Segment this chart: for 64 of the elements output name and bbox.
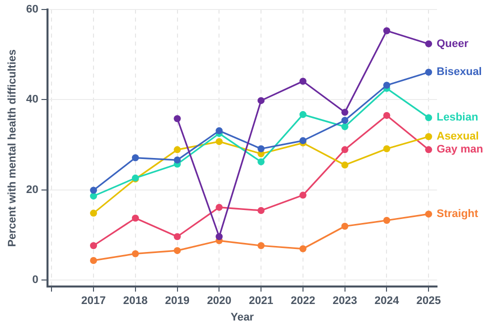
x-tick-label: 2022	[290, 295, 316, 308]
point	[174, 233, 181, 240]
point	[425, 40, 432, 48]
point	[258, 206, 265, 214]
point	[383, 112, 390, 119]
point	[258, 145, 265, 152]
x-tick-label: 2019	[165, 295, 190, 308]
point	[299, 192, 306, 199]
series-label: Straight	[436, 208, 479, 220]
point	[425, 68, 432, 76]
y-tick-label: 0	[32, 274, 38, 286]
point	[174, 115, 181, 122]
point	[132, 154, 139, 162]
point	[90, 210, 98, 217]
x-tick-label: 2025	[416, 295, 441, 308]
series-label: Gay man	[436, 144, 484, 156]
point	[90, 256, 98, 264]
y-tick-label: 40	[26, 94, 38, 106]
point	[425, 210, 432, 218]
point	[258, 158, 265, 166]
x-tick-label: 2024	[374, 295, 400, 308]
point	[258, 242, 265, 250]
point	[216, 138, 223, 146]
point	[216, 204, 223, 211]
point	[341, 146, 348, 154]
point	[425, 146, 432, 154]
point	[383, 27, 390, 34]
point	[299, 245, 306, 252]
point	[341, 108, 348, 116]
point	[132, 214, 139, 222]
point	[383, 82, 390, 89]
point	[341, 161, 348, 168]
point	[341, 116, 348, 124]
point	[174, 156, 181, 164]
series-label: Lesbian	[436, 112, 478, 124]
x-tick-label: 2020	[206, 295, 232, 308]
point	[258, 97, 265, 104]
point	[174, 247, 181, 254]
point	[90, 186, 98, 194]
point	[216, 127, 223, 134]
y-tick-label: 20	[26, 184, 38, 196]
y-tick-label: 60	[26, 4, 38, 16]
point	[174, 146, 181, 154]
series-label: Bisexual	[436, 66, 482, 78]
x-tick-label: 2017	[81, 295, 106, 308]
x-tick-label: 2023	[332, 295, 358, 308]
point	[341, 222, 348, 230]
series-label: Queer	[436, 38, 470, 50]
point	[90, 192, 98, 200]
x-axis-title: Year	[230, 311, 255, 324]
point	[383, 145, 390, 152]
x-tick-label: 2018	[123, 295, 148, 308]
point	[425, 133, 432, 140]
x-tick-label: 2021	[248, 295, 274, 308]
point	[90, 242, 98, 250]
point	[341, 123, 348, 130]
point	[383, 216, 390, 224]
point	[299, 111, 306, 118]
y-axis-title: Percent with mental health difficulties	[6, 49, 19, 247]
point	[132, 250, 139, 258]
point	[216, 233, 223, 240]
point	[299, 78, 306, 85]
series-label: Asexual	[436, 130, 479, 143]
point	[425, 114, 432, 122]
